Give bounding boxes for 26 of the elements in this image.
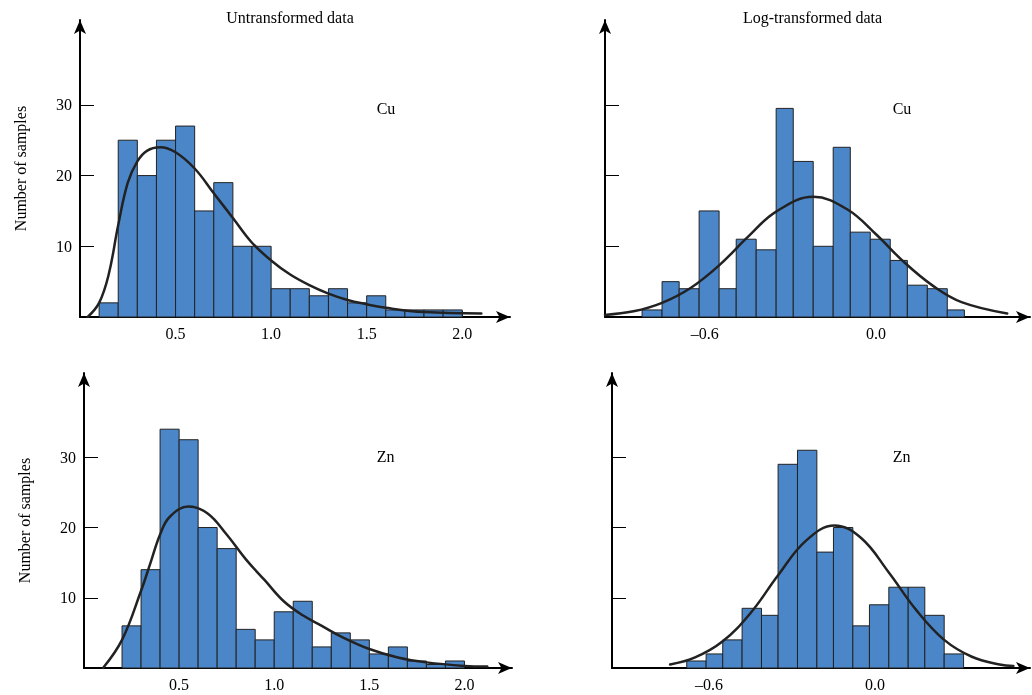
- x-tick-label: 1.0: [264, 675, 285, 692]
- x-tick-label: 0.0: [864, 675, 885, 692]
- annotation: Cu: [376, 99, 396, 117]
- y-tick-label: 30: [56, 96, 72, 114]
- x-tick-label: 1.0: [261, 324, 282, 342]
- x-tick-label: 2.0: [452, 324, 473, 342]
- x-tick-label: 0.5: [165, 324, 186, 342]
- y-tick-label: 20: [56, 167, 72, 185]
- annotation: Cu: [892, 99, 912, 117]
- annotation: Zn: [376, 447, 395, 464]
- y-axis-title: Number of samples: [15, 457, 34, 583]
- x-tick-label: –0.6: [689, 324, 719, 342]
- y-tick-label: 30: [60, 448, 76, 466]
- y-tick-label: 10: [56, 237, 72, 255]
- annotation: Zn: [892, 447, 911, 464]
- x-tick-label: 1.5: [356, 324, 377, 342]
- x-tick-label: 0.5: [169, 675, 190, 692]
- chart-title: Log-transformed data: [742, 8, 883, 27]
- x-tick-label: 2.0: [454, 675, 475, 692]
- chart-title: Untransformed data: [226, 8, 354, 26]
- x-tick-label: 0.0: [865, 324, 886, 342]
- x-tick-label: 1.5: [359, 675, 380, 692]
- y-axis-title: Number of samples: [11, 105, 30, 232]
- x-tick-label: –0.6: [693, 675, 723, 692]
- y-tick-label: 20: [60, 518, 76, 536]
- y-tick-label: 10: [60, 588, 76, 606]
